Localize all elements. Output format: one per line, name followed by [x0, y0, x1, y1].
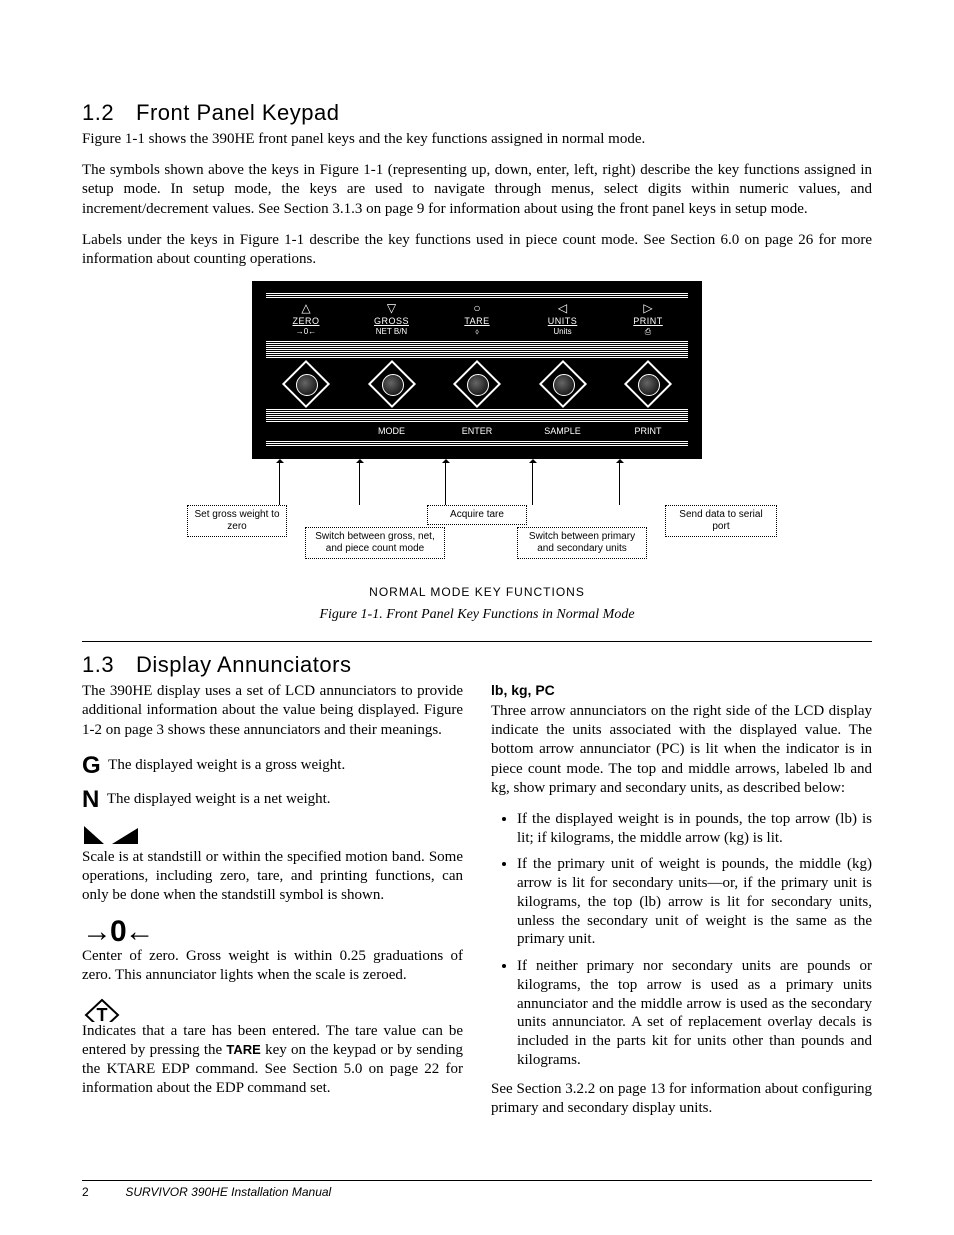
paragraph: Three arrow annunciators on the right si…	[491, 702, 872, 798]
key-footer: SAMPLE	[523, 425, 603, 437]
keypad-button	[460, 367, 494, 401]
annunciator-text: The displayed weight is a gross weight.	[108, 757, 345, 773]
key-header: ▽GROSSNET B/N	[352, 301, 432, 337]
key-footer	[266, 425, 346, 437]
page-number: 2	[82, 1185, 122, 1199]
section-title: Front Panel Keypad	[136, 100, 339, 125]
callout-box: Send data to serial port	[665, 505, 777, 537]
annunciator-n: N The displayed weight is a net weight.	[82, 786, 463, 814]
keypad-button	[546, 367, 580, 401]
g-icon: G	[82, 752, 101, 780]
units-subhead: lb, kg, PC	[491, 682, 872, 700]
keypad-callouts: Set gross weight to zero Switch between g…	[187, 459, 767, 599]
paragraph: Indicates that a tare has been entered. …	[82, 1022, 463, 1099]
keypad-button	[631, 367, 665, 401]
mode-label: NORMAL MODE KEY FUNCTIONS	[187, 585, 767, 599]
callout-arrow-icon	[532, 461, 533, 505]
key-header: ○TARE⬨	[437, 301, 517, 337]
paragraph: Scale is at standstill or within the spe…	[82, 848, 463, 906]
standstill-icon	[82, 824, 142, 848]
paragraph: Labels under the keys in Figure 1-1 desc…	[82, 231, 872, 269]
figure-1-1: △ZERO→0←▽GROSSNET B/N○TARE⬨◁UNITSUnits▷P…	[82, 281, 872, 599]
callout-arrow-icon	[279, 461, 280, 505]
n-icon: N	[82, 786, 99, 814]
paragraph: Figure 1-1 shows the 390HE front panel k…	[82, 130, 872, 149]
heading-1-2: 1.2Front Panel Keypad	[82, 100, 872, 126]
keypad-panel: △ZERO→0←▽GROSSNET B/N○TARE⬨◁UNITSUnits▷P…	[252, 281, 702, 459]
footer-title: SURVIVOR 390HE Installation Manual	[125, 1185, 331, 1199]
section-number: 1.3	[82, 652, 136, 678]
right-column: lb, kg, PC Three arrow annunciators on t…	[491, 682, 872, 1130]
list-item: If the displayed weight is in pounds, th…	[517, 810, 872, 848]
tare-key-label: TARE	[226, 1042, 260, 1057]
keypad-button	[375, 367, 409, 401]
section-rule	[82, 641, 872, 642]
callout-arrow-icon	[445, 461, 446, 505]
keypad-button	[289, 367, 323, 401]
key-footer: ENTER	[437, 425, 517, 437]
figure-caption: Figure 1-1. Front Panel Key Functions in…	[82, 607, 872, 623]
annunciator-text: The displayed weight is a net weight.	[107, 791, 331, 807]
callout-box: Switch between gross, net, and piece cou…	[305, 527, 445, 559]
section-title: Display Annunciators	[136, 652, 351, 677]
callout-box: Set gross weight to zero	[187, 505, 287, 537]
key-header: ◁UNITSUnits	[523, 301, 603, 337]
heading-1-3: 1.3Display Annunciators	[82, 652, 872, 678]
list-item: If the primary unit of weight is pounds,…	[517, 855, 872, 949]
callout-box: Acquire tare	[427, 505, 527, 525]
key-footer: PRINT	[608, 425, 688, 437]
two-column-layout: The 390HE display uses a set of LCD annu…	[82, 682, 872, 1130]
page-footer: 2 SURVIVOR 390HE Installation Manual	[82, 1180, 872, 1199]
key-header: ▷PRINT⎙	[608, 301, 688, 337]
manual-page: 1.2Front Panel Keypad Figure 1-1 shows t…	[0, 0, 954, 1235]
svg-text:T: T	[97, 1005, 108, 1022]
key-header: △ZERO→0←	[266, 301, 346, 337]
paragraph: See Section 3.2.2 on page 13 for informa…	[491, 1080, 872, 1118]
bullet-list: If the displayed weight is in pounds, th…	[491, 810, 872, 1070]
paragraph: The symbols shown above the keys in Figu…	[82, 161, 872, 219]
section-number: 1.2	[82, 100, 136, 126]
key-footer: MODE	[352, 425, 432, 437]
paragraph: Center of zero. Gross weight is within 0…	[82, 947, 463, 985]
left-column: The 390HE display uses a set of LCD annu…	[82, 682, 463, 1130]
callout-arrow-icon	[619, 461, 620, 505]
callout-box: Switch between primary and secondary uni…	[517, 527, 647, 559]
paragraph: The 390HE display uses a set of LCD annu…	[82, 682, 463, 740]
tare-icon: T	[82, 998, 122, 1022]
list-item: If neither primary nor secondary units a…	[517, 957, 872, 1070]
callout-arrow-icon	[359, 461, 360, 505]
annunciator-g: G The displayed weight is a gross weight…	[82, 752, 463, 780]
center-zero-icon: →0←	[82, 917, 463, 947]
